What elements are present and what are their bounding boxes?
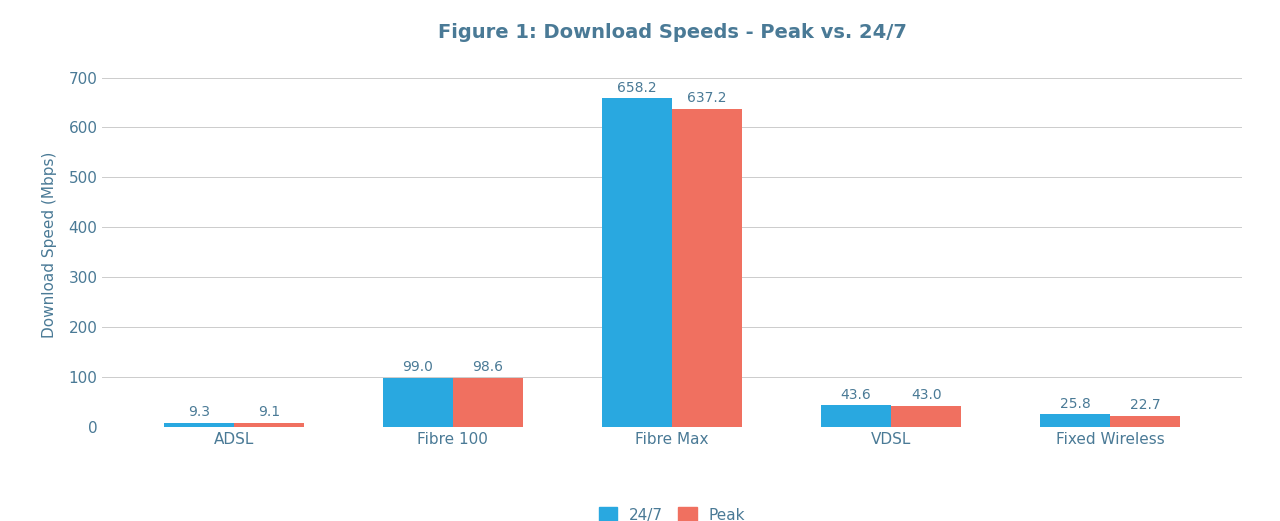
Text: 9.1: 9.1 bbox=[257, 405, 280, 419]
Text: 43.0: 43.0 bbox=[911, 388, 942, 402]
Bar bbox=[820, 405, 891, 427]
Bar bbox=[891, 406, 961, 427]
Text: 98.6: 98.6 bbox=[472, 361, 503, 375]
Bar bbox=[453, 378, 524, 427]
Text: 637.2: 637.2 bbox=[687, 91, 727, 105]
Title: Figure 1: Download Speeds - Peak vs. 24/7: Figure 1: Download Speeds - Peak vs. 24/… bbox=[438, 22, 906, 42]
Legend: 24/7, Peak: 24/7, Peak bbox=[593, 501, 751, 521]
Text: 99.0: 99.0 bbox=[402, 360, 434, 374]
Bar bbox=[1041, 414, 1110, 427]
Bar bbox=[383, 378, 453, 427]
Text: 22.7: 22.7 bbox=[1130, 399, 1161, 413]
Text: 9.3: 9.3 bbox=[188, 405, 210, 419]
Bar bbox=[1110, 416, 1180, 427]
Text: 658.2: 658.2 bbox=[617, 81, 657, 95]
Bar bbox=[672, 109, 742, 427]
Bar bbox=[164, 423, 234, 427]
Bar bbox=[602, 98, 672, 427]
Y-axis label: Download Speed (Mbps): Download Speed (Mbps) bbox=[42, 152, 58, 338]
Bar bbox=[234, 423, 303, 427]
Text: 25.8: 25.8 bbox=[1060, 397, 1091, 411]
Text: 43.6: 43.6 bbox=[841, 388, 872, 402]
